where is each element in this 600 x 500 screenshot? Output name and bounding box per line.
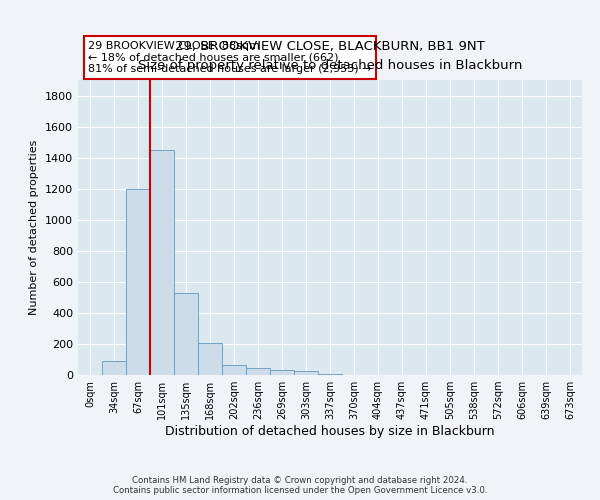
Bar [222, 365, 246, 375]
Text: Contains HM Land Registry data © Crown copyright and database right 2024.
Contai: Contains HM Land Registry data © Crown c… [113, 476, 487, 495]
Bar [174, 292, 198, 375]
Bar [318, 374, 342, 375]
Bar [246, 368, 270, 375]
Title: 29, BROOKVIEW CLOSE, BLACKBURN, BB1 9NT
Size of property relative to detached ho: 29, BROOKVIEW CLOSE, BLACKBURN, BB1 9NT … [138, 40, 522, 72]
Bar [294, 370, 318, 375]
Bar [102, 362, 126, 375]
Bar [126, 189, 150, 375]
X-axis label: Distribution of detached houses by size in Blackburn: Distribution of detached houses by size … [165, 425, 495, 438]
Text: 29 BROOKVIEW CLOSE: 88sqm
← 18% of detached houses are smaller (662)
81% of semi: 29 BROOKVIEW CLOSE: 88sqm ← 18% of detac… [88, 41, 371, 74]
Bar [270, 370, 294, 375]
Y-axis label: Number of detached properties: Number of detached properties [29, 140, 40, 315]
Bar [150, 150, 174, 375]
Bar [198, 343, 222, 375]
